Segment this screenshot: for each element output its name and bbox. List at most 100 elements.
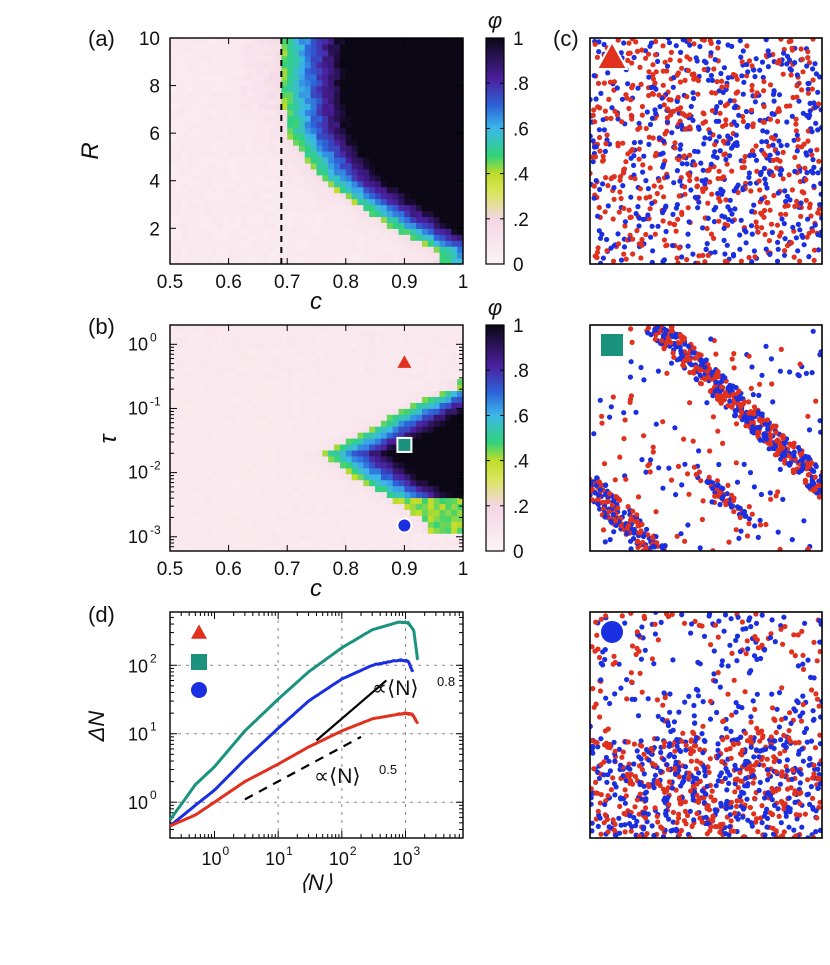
heatmap-cell bbox=[357, 216, 364, 223]
heatmap-cell bbox=[222, 67, 230, 75]
heatmap-cell bbox=[246, 408, 253, 415]
particle bbox=[667, 220, 673, 226]
heatmap-cell bbox=[187, 485, 195, 493]
heatmap-cell bbox=[380, 479, 388, 487]
heatmap-cell bbox=[211, 426, 218, 433]
heatmap-cell bbox=[363, 151, 370, 158]
heatmap-cell bbox=[304, 402, 312, 409]
heatmap-cell bbox=[380, 151, 388, 158]
heatmap-cell bbox=[345, 61, 353, 69]
heatmap-cell bbox=[410, 396, 417, 403]
heatmap-cell bbox=[252, 438, 259, 445]
colorbar-tick-label: .8 bbox=[513, 74, 529, 95]
heatmap-cell bbox=[398, 234, 405, 241]
heatmap-cell bbox=[257, 479, 265, 487]
heatmap-cell bbox=[263, 258, 271, 265]
heatmap-cell bbox=[228, 222, 236, 229]
heatmap-cell bbox=[328, 467, 335, 475]
heatmap-cell bbox=[287, 55, 294, 63]
heatmap-cell bbox=[445, 378, 452, 386]
heatmap-cell bbox=[211, 491, 218, 499]
heatmap-cell bbox=[181, 539, 189, 546]
heatmap-cell bbox=[222, 455, 230, 463]
heatmap-cell bbox=[427, 145, 435, 152]
heatmap-cell bbox=[351, 91, 359, 99]
heatmap-cell bbox=[433, 325, 441, 332]
heatmap-cell bbox=[222, 461, 230, 469]
heatmap-cell bbox=[386, 330, 394, 338]
heatmap-cell bbox=[345, 491, 353, 499]
heatmap-cell bbox=[339, 539, 347, 546]
heatmap-cell bbox=[199, 162, 206, 170]
particle bbox=[688, 187, 694, 193]
heatmap-cell bbox=[187, 115, 195, 122]
heatmap-cell bbox=[316, 234, 323, 241]
heatmap-cell bbox=[234, 151, 241, 158]
heatmap-cell bbox=[439, 61, 447, 69]
heatmap-cell bbox=[427, 49, 435, 57]
heatmap-cell bbox=[334, 545, 341, 552]
heatmap-cell bbox=[369, 73, 376, 81]
heatmap-cell bbox=[263, 246, 271, 253]
heatmap-cell bbox=[170, 414, 177, 421]
heatmap-cell bbox=[416, 336, 423, 344]
heatmap-cell bbox=[369, 127, 376, 134]
heatmap-cell bbox=[228, 204, 236, 212]
heatmap-cell bbox=[252, 473, 259, 481]
heatmap-cell bbox=[298, 162, 306, 170]
heatmap-cell bbox=[181, 145, 189, 152]
heatmap-cell bbox=[334, 521, 341, 528]
heatmap-cell bbox=[445, 252, 452, 259]
heatmap-cell bbox=[410, 455, 417, 463]
heatmap-cell bbox=[275, 491, 282, 499]
heatmap-cell bbox=[199, 426, 206, 433]
heatmap-cell bbox=[234, 216, 241, 223]
heatmap-cell bbox=[281, 43, 288, 51]
heatmap-cell bbox=[345, 67, 353, 75]
heatmap-cell bbox=[345, 174, 353, 182]
particle bbox=[622, 223, 628, 229]
heatmap-cell bbox=[304, 533, 312, 540]
heatmap-cell bbox=[181, 461, 189, 469]
heatmap-cell bbox=[334, 246, 341, 253]
heatmap-cell bbox=[334, 539, 341, 546]
heatmap-cell bbox=[170, 426, 177, 433]
heatmap-cell bbox=[392, 67, 400, 75]
heatmap-cell bbox=[187, 348, 195, 356]
heatmap-cell bbox=[375, 336, 382, 344]
heatmap-cell bbox=[199, 180, 206, 188]
particle bbox=[752, 99, 759, 105]
x-axis-label-a: c bbox=[310, 288, 322, 315]
heatmap-cell bbox=[392, 426, 400, 433]
particle bbox=[732, 206, 738, 212]
heatmap-cell bbox=[433, 49, 441, 57]
heatmap-cell bbox=[293, 97, 300, 105]
heatmap-cell bbox=[457, 162, 464, 170]
particle bbox=[631, 140, 638, 146]
heatmap-cell bbox=[316, 396, 323, 403]
heatmap-cell bbox=[287, 467, 294, 475]
heatmap-cell bbox=[421, 192, 429, 200]
heatmap-cell bbox=[293, 449, 300, 457]
heatmap-cell bbox=[181, 49, 189, 57]
heatmap-cell bbox=[170, 79, 177, 87]
heatmap-cell bbox=[339, 73, 347, 81]
heatmap-cell bbox=[380, 449, 388, 457]
heatmap-cell bbox=[322, 192, 329, 200]
heatmap-cell bbox=[234, 491, 241, 499]
heatmap-cell bbox=[257, 342, 265, 350]
heatmap-cell bbox=[392, 408, 400, 415]
heatmap-cell bbox=[287, 234, 294, 241]
heatmap-cell bbox=[421, 151, 429, 158]
heatmap-cell bbox=[410, 366, 417, 374]
particle bbox=[711, 219, 718, 225]
heatmap-cell bbox=[222, 133, 230, 140]
heatmap-cell bbox=[246, 210, 253, 218]
heatmap-cell bbox=[228, 55, 236, 63]
heatmap-cell bbox=[339, 168, 347, 176]
heatmap-cell bbox=[281, 97, 288, 105]
heatmap-cell bbox=[205, 325, 212, 332]
heatmap-cell bbox=[181, 325, 189, 332]
heatmap-cell bbox=[375, 414, 382, 421]
heatmap-cell bbox=[328, 473, 335, 481]
